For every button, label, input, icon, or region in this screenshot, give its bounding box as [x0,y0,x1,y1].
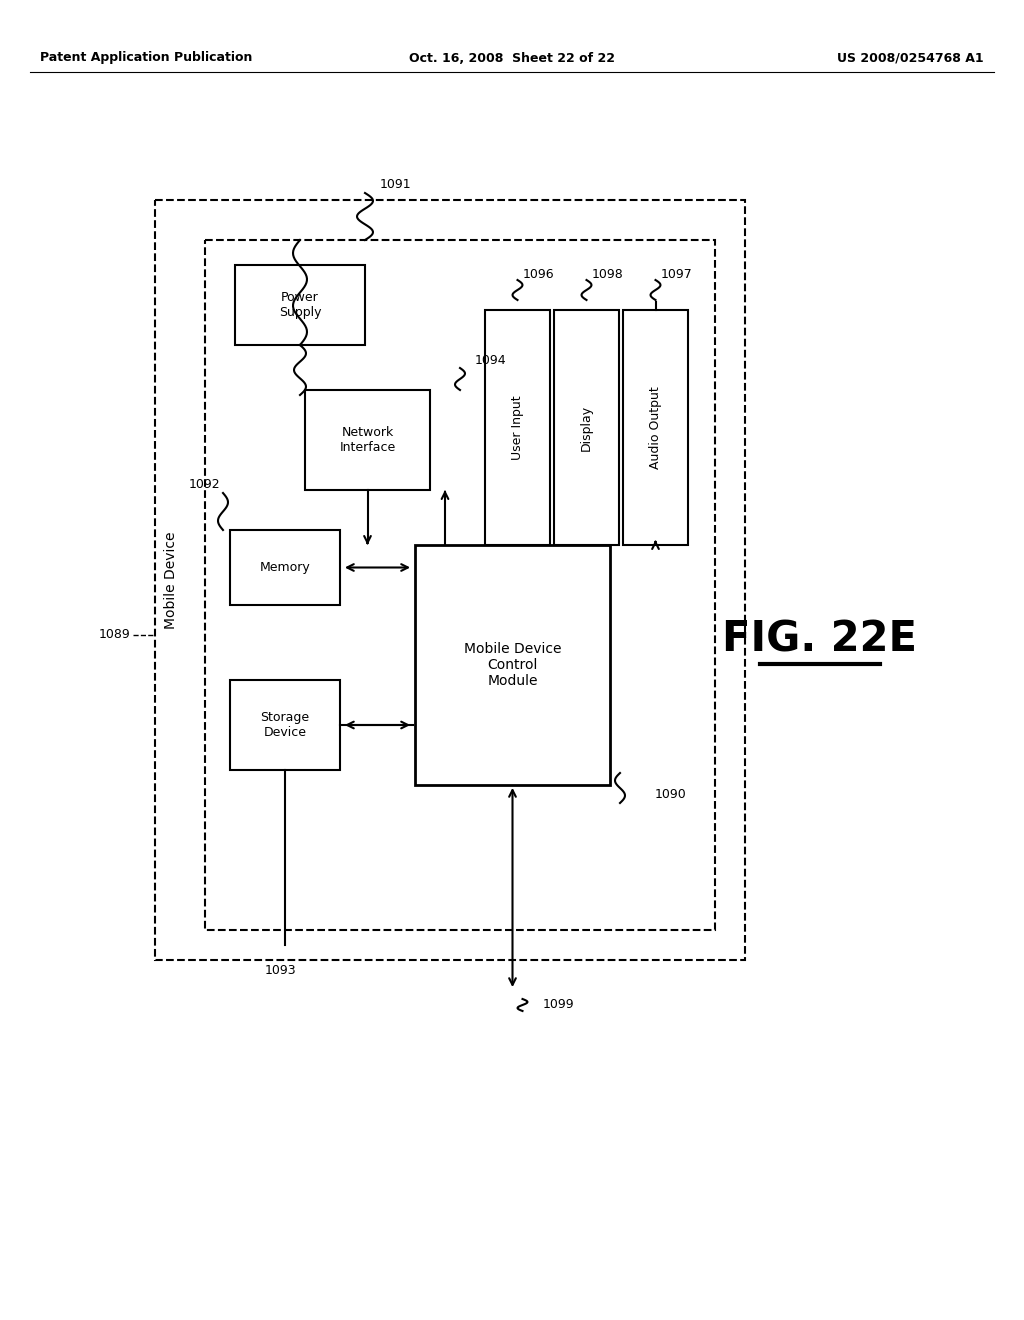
Text: Patent Application Publication: Patent Application Publication [40,51,252,65]
Text: Audio Output: Audio Output [649,387,662,469]
Bar [485,310,550,545]
Text: 1090: 1090 [655,788,687,801]
Text: Mobile Device
Control
Module: Mobile Device Control Module [464,642,561,688]
Bar [230,680,340,770]
Text: Display: Display [580,404,593,450]
Text: 1098: 1098 [592,268,624,281]
Bar [554,310,618,545]
Bar [234,265,365,345]
Bar [623,310,688,545]
Bar [155,201,745,960]
Text: 1094: 1094 [475,354,507,367]
Text: Power
Supply: Power Supply [279,290,322,319]
Text: Memory: Memory [260,561,310,574]
Text: Storage
Device: Storage Device [260,711,309,739]
Text: FIG. 22E: FIG. 22E [723,619,918,661]
Text: US 2008/0254768 A1: US 2008/0254768 A1 [838,51,984,65]
Text: Oct. 16, 2008  Sheet 22 of 22: Oct. 16, 2008 Sheet 22 of 22 [409,51,615,65]
Text: 1092: 1092 [188,479,220,491]
Text: 1089: 1089 [98,628,130,642]
Text: Network
Interface: Network Interface [339,426,395,454]
Text: 1097: 1097 [660,268,692,281]
Bar [205,240,715,931]
Bar [305,389,430,490]
Text: User Input: User Input [511,395,524,459]
Text: 1096: 1096 [522,268,554,281]
Text: 1091: 1091 [380,178,412,191]
Text: Mobile Device: Mobile Device [164,531,178,628]
Text: 1099: 1099 [543,998,574,1011]
Text: 1093: 1093 [264,964,296,977]
Bar [230,531,340,605]
Bar [415,545,610,785]
